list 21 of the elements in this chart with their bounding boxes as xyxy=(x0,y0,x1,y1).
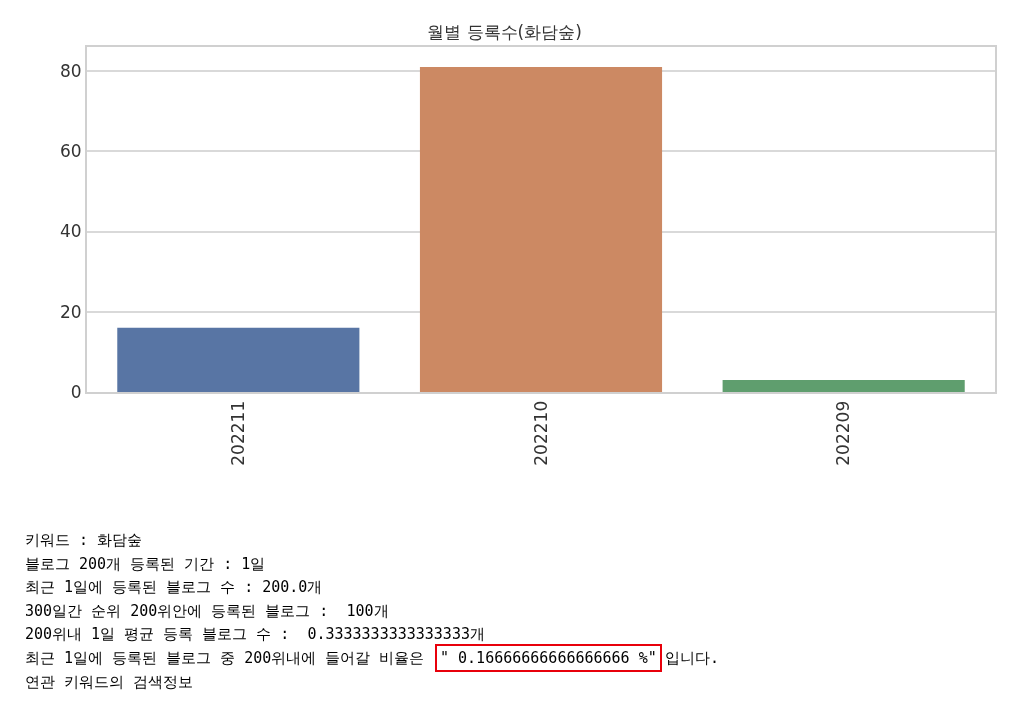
x-tick-label: 202210 xyxy=(530,400,551,466)
text: 최근 1일에 등록된 블로그 중 200위내에 들어갈 비율은 xyxy=(25,649,425,667)
y-tick-label: 0 xyxy=(70,381,82,402)
x-tick-label: 202209 xyxy=(833,400,854,466)
y-tick-label: 80 xyxy=(59,61,82,82)
text: 300일간 순위 200위안에 등록된 블로그 : 100개 xyxy=(25,602,389,620)
bar xyxy=(722,379,965,392)
x-tick-label: 202211 xyxy=(227,400,248,466)
text: 블로그 200개 등록된 기간 : 1일 xyxy=(25,555,266,573)
text: 최근 1일에 등록된 블로그 수 : 200.0개 xyxy=(25,578,323,596)
y-tick-label: 40 xyxy=(59,221,82,242)
text: 연관 키워드의 검색정보 xyxy=(25,673,194,691)
text: 키워드 : 화담숲 xyxy=(25,531,143,549)
bar xyxy=(117,327,360,392)
y-tick-label: 60 xyxy=(59,141,82,162)
bar xyxy=(419,67,663,392)
y-tick-label: 20 xyxy=(59,301,82,322)
chart-title: 월별 등록수(화담숲) xyxy=(427,21,582,42)
text: " 0.16666666666666666 %" xyxy=(440,649,657,667)
text: 입니다. xyxy=(665,649,720,667)
text: 200위내 1일 평균 등록 블로그 수 : 0.3333333333333333개 xyxy=(25,625,485,643)
